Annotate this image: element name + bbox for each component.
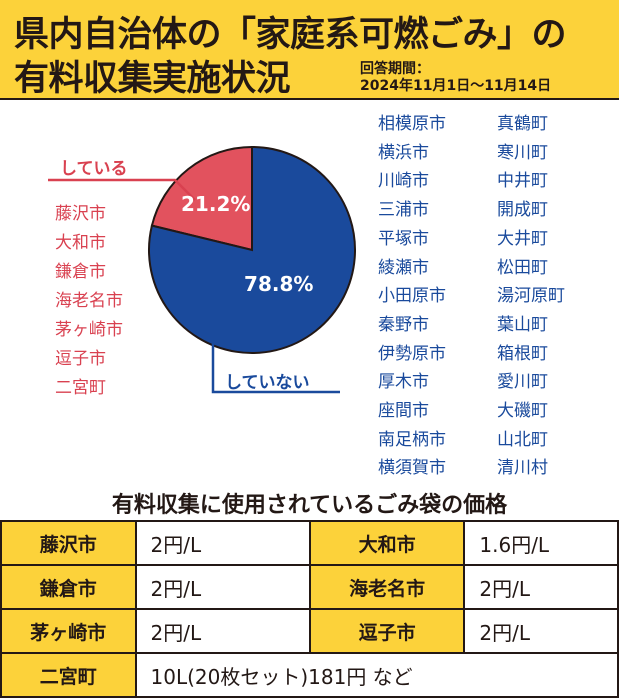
list-item: 寒川町 (497, 142, 548, 163)
city-cell: 大和市 (308, 520, 466, 566)
title-line-2: 有料収集実施状況 (14, 59, 291, 99)
price-section-title: 有料収集に使用されているごみ袋の価格 (111, 493, 508, 518)
city-cell: 茅ヶ崎市 (0, 608, 137, 654)
no-municipality-list-1: 相模原市 横浜市 川崎市 三浦市 平塚市 綾瀬市 小田原市 秦野市 伊勢原市 厚… (378, 110, 446, 483)
header-banner: 県内自治体の「家庭系可燃ごみ」の 有料収集実施状況 回答期間： 2024年11月… (0, 0, 619, 100)
list-item: 茅ヶ崎市 (55, 320, 123, 340)
no-municipality-list-2: 真鶴町 寒川町 中井町 開成町 大井町 松田町 湯河原町 葉山町 箱根町 愛川町… (497, 110, 565, 483)
price-cell: 10L(20枚セット)181円 など (134, 652, 619, 698)
list-item: 座間市 (378, 401, 429, 422)
list-item: 平塚市 (378, 228, 429, 249)
list-item: 二宮町 (55, 378, 106, 398)
callout-line-yes (48, 178, 196, 201)
title-line-1: 県内自治体の「家庭系可燃ごみ」の (14, 15, 567, 55)
list-item: 大井町 (497, 228, 548, 249)
pie-slice-label-1: 78.8% (244, 272, 313, 296)
callout-label-yes: している (60, 159, 128, 179)
list-item: 山北町 (497, 429, 548, 450)
list-item: 開成町 (497, 200, 548, 221)
list-item: 清川村 (497, 458, 548, 479)
list-item: 藤沢市 (55, 204, 106, 224)
list-item: 箱根町 (497, 343, 548, 364)
list-item: 海老名市 (55, 291, 123, 311)
pie-chart: 21.2% 78.8% (48, 145, 356, 394)
list-item: 逗子市 (55, 349, 106, 369)
price-cell: 2円/L (463, 608, 619, 654)
list-item: 伊勢原市 (378, 343, 446, 364)
list-item: 三浦市 (378, 200, 429, 221)
city-cell: 鎌倉市 (0, 564, 137, 610)
list-item: 松田町 (497, 257, 548, 278)
list-item: 川崎市 (378, 171, 429, 192)
yes-municipality-list: 藤沢市 大和市 鎌倉市 海老名市 茅ヶ崎市 逗子市 二宮町 (55, 200, 123, 403)
table-row: 二宮町 10L(20枚セット)181円 など (0, 652, 619, 698)
price-cell: 2円/L (463, 564, 619, 610)
city-cell: 二宮町 (0, 652, 137, 698)
table-row: 鎌倉市 2円/L 海老名市 2円/L (0, 564, 619, 610)
table-row: 藤沢市 2円/L 大和市 1.6円/L (0, 520, 619, 566)
list-item: 愛川町 (497, 372, 548, 393)
list-item: 真鶴町 (497, 114, 548, 134)
period-range: 2024年11月1日〜11月14日 (360, 78, 552, 94)
city-cell: 藤沢市 (0, 520, 137, 566)
list-item: 秦野市 (378, 314, 429, 335)
pie-slice-1 (148, 145, 356, 354)
price-cell: 2円/L (134, 564, 311, 610)
callout-label-no: していない (225, 373, 310, 393)
callout-line-no (211, 330, 340, 394)
list-item: 大磯町 (497, 401, 548, 422)
list-item: 小田原市 (378, 286, 446, 307)
pie-slice-0 (150, 145, 253, 252)
pie-slice-label-0: 21.2% (181, 192, 250, 216)
city-cell: 海老名市 (308, 564, 466, 610)
price-cell: 1.6円/L (463, 520, 619, 566)
list-item: 葉山町 (497, 314, 548, 335)
list-item: 相模原市 (378, 114, 446, 134)
table-row: 茅ヶ崎市 2円/L 逗子市 2円/L (0, 608, 619, 654)
price-table: 藤沢市 2円/L 大和市 1.6円/L 鎌倉市 2円/L 海老名市 2円/L 茅… (0, 520, 619, 698)
list-item: 綾瀬市 (378, 257, 429, 278)
list-item: 厚木市 (378, 372, 429, 393)
list-item: 大和市 (55, 233, 106, 253)
city-cell: 逗子市 (308, 608, 466, 654)
list-item: 湯河原町 (497, 286, 565, 307)
list-item: 横浜市 (378, 142, 429, 163)
list-item: 横須賀市 (378, 458, 446, 479)
list-item: 南足柄市 (378, 429, 446, 450)
price-cell: 2円/L (134, 608, 311, 654)
list-item: 中井町 (497, 171, 548, 192)
price-cell: 2円/L (134, 520, 311, 566)
period-label: 回答期間： (360, 61, 430, 77)
list-item: 鎌倉市 (55, 262, 106, 282)
